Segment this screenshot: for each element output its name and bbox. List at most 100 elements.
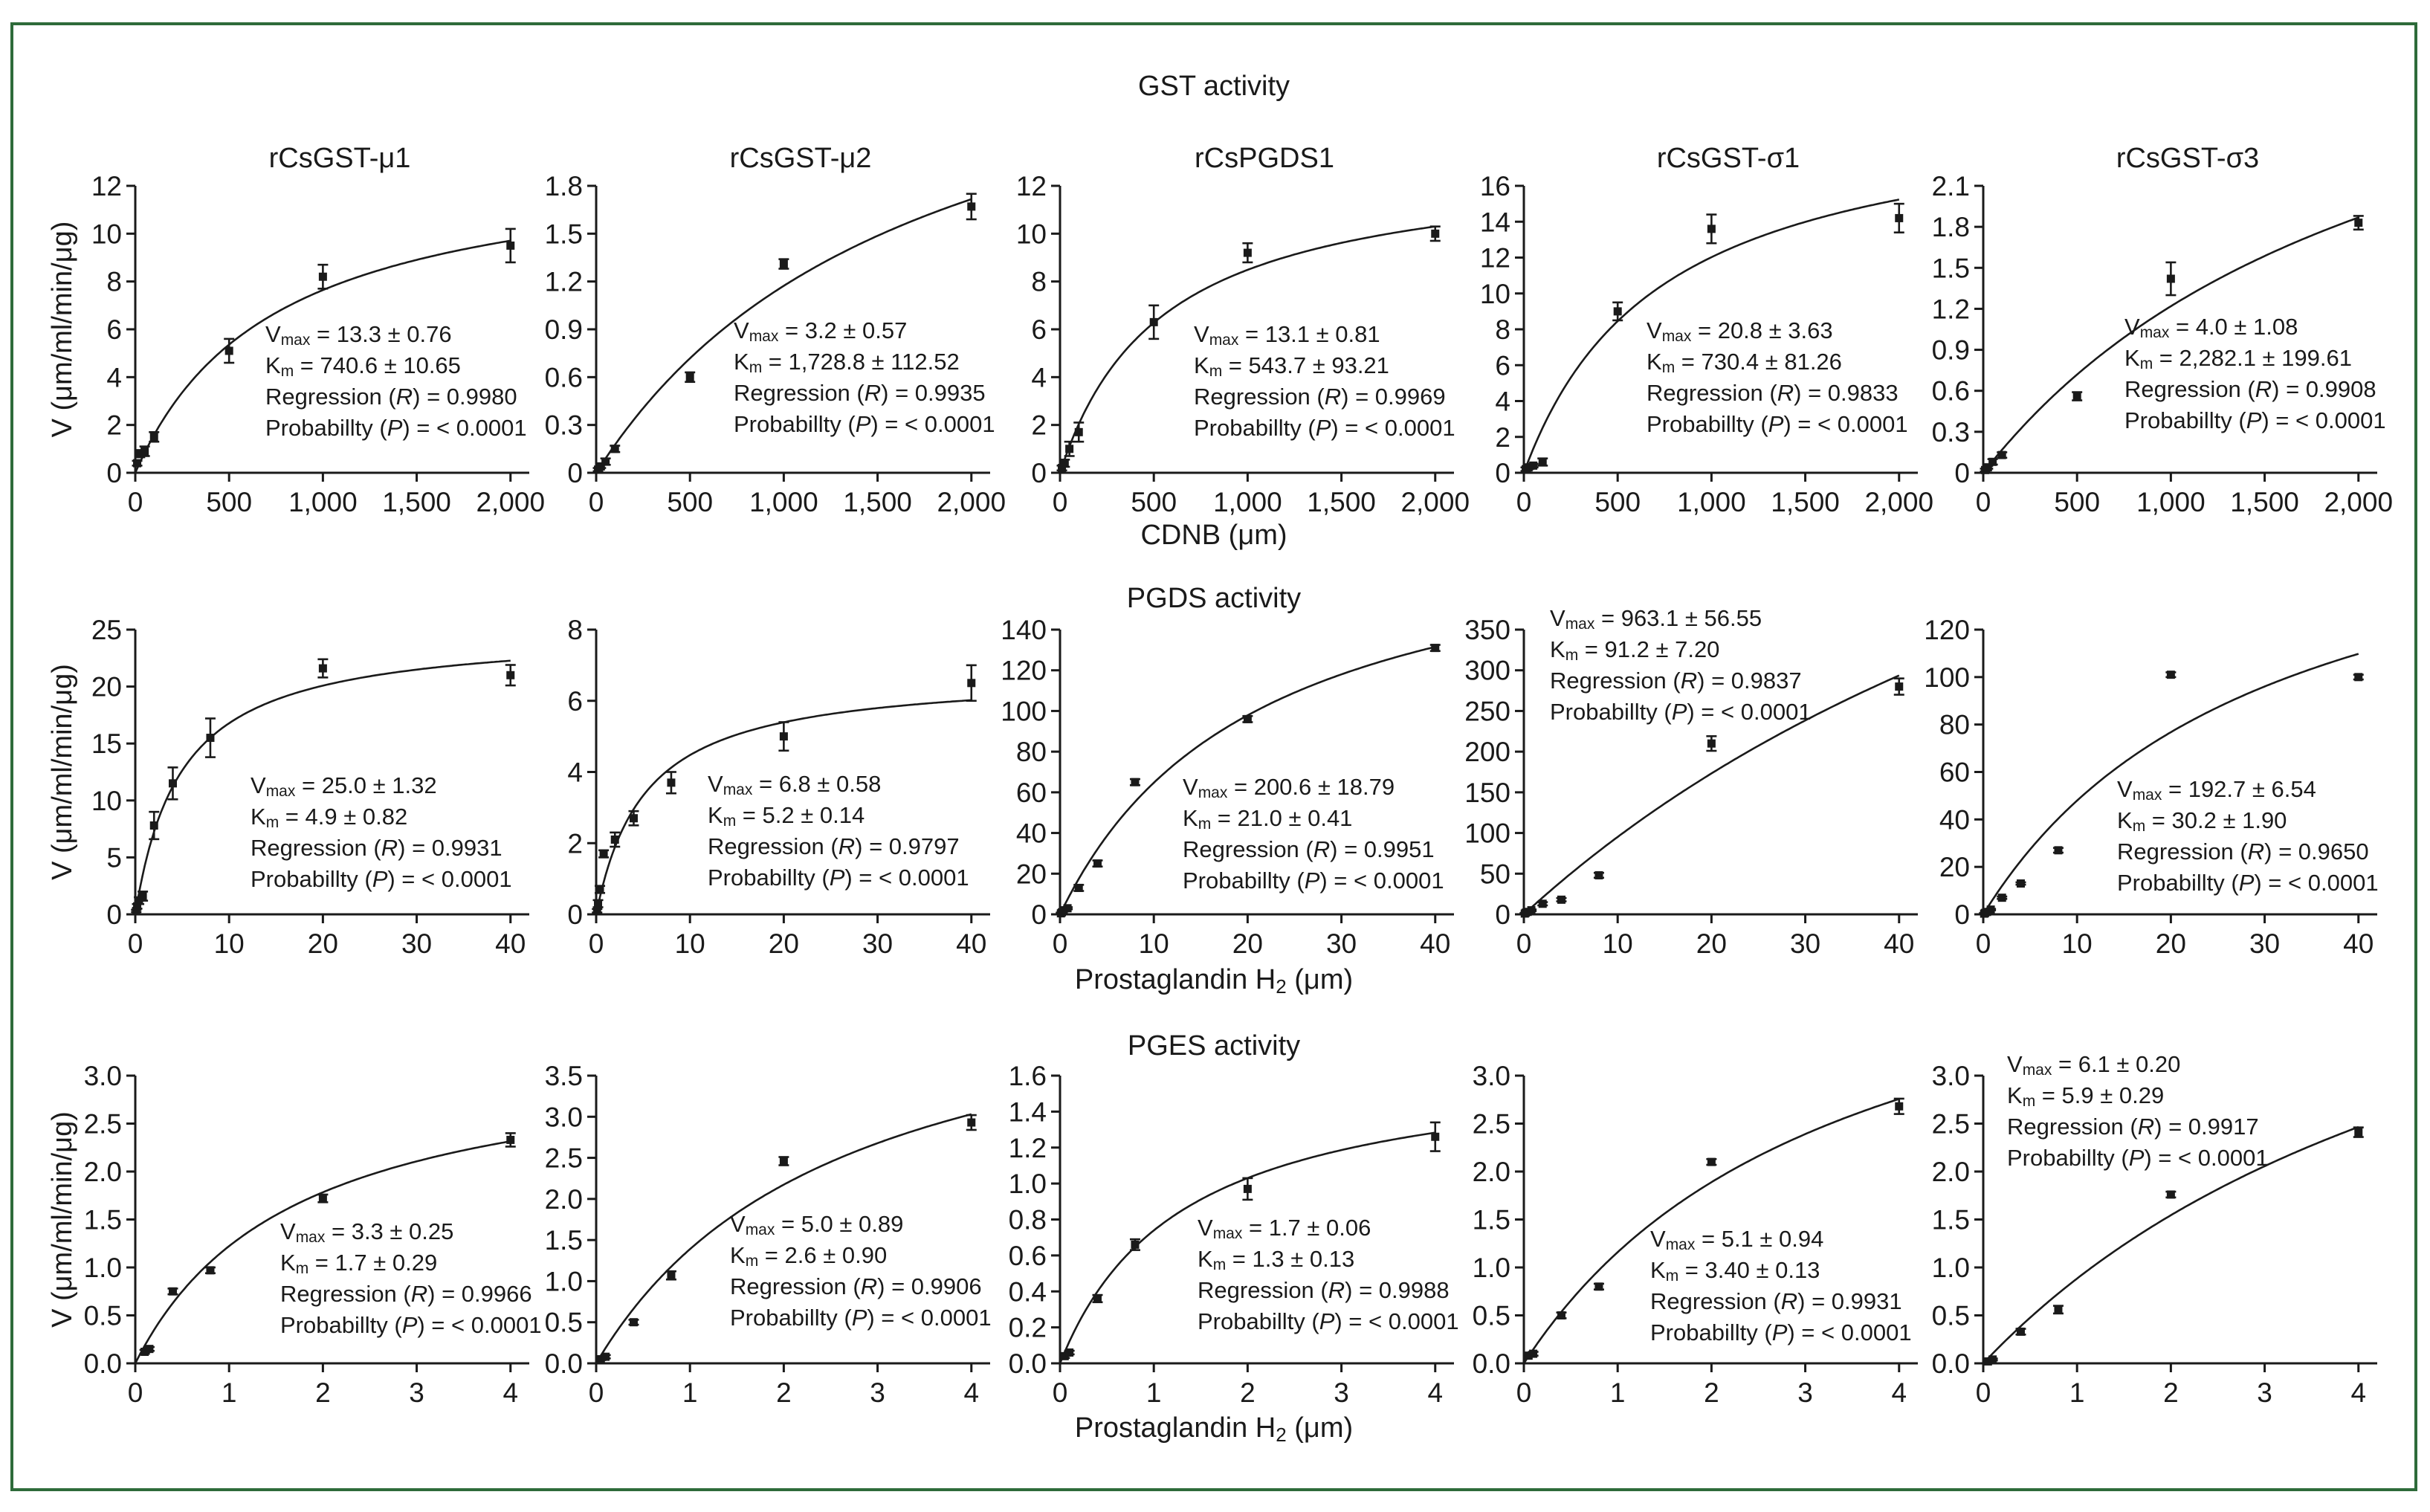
data-point (2016, 1327, 2025, 1336)
y-tick-label: 2 (106, 410, 122, 441)
data-point (2016, 879, 2025, 888)
vmax-label: Vmax = 6.1 ± 0.20 (2007, 1051, 2180, 1079)
x-tick-label: 20 (1696, 928, 1727, 959)
x-tick-label: 30 (401, 928, 432, 959)
km-label: Km = 543.7 ± 93.21 (1194, 352, 1389, 380)
y-tick-label: 2 (1031, 410, 1047, 441)
y-tick-label: 2 (1495, 422, 1510, 453)
y-tick-label: 0 (1954, 458, 1970, 488)
x-tick-label: 40 (1420, 928, 1450, 959)
data-point (595, 885, 604, 894)
x-tick-label: 4 (1891, 1377, 1907, 1408)
x-tick-label: 2 (1704, 1377, 1719, 1408)
x-tick-label: 10 (214, 928, 245, 959)
probability-label: Probabillty (P) = < 0.0001 (280, 1312, 542, 1338)
data-point (133, 459, 142, 468)
y-tick-label: 1.0 (1009, 1169, 1047, 1199)
y-tick-label: 0 (1031, 458, 1047, 488)
y-tick-label: 1.0 (84, 1253, 122, 1283)
y-tick-label: 0 (106, 899, 122, 930)
regression-label: Regression (R) = 0.9650 (2117, 839, 2369, 865)
regression-label: Regression (R) = 0.9969 (1194, 384, 1446, 410)
x-tick-label: 0 (589, 928, 604, 959)
probability-label: Probabillty (P) = < 0.0001 (1194, 415, 1455, 441)
km-label: Km = 1.3 ± 0.13 (1198, 1246, 1354, 1273)
y-tick-label: 4 (1495, 387, 1510, 417)
data-point (629, 814, 638, 823)
y-tick-label: 1.0 (545, 1266, 583, 1296)
y-tick-label: 12 (1016, 171, 1047, 201)
data-point (1707, 224, 1716, 233)
data-point (667, 778, 676, 787)
panel-2-0: 0.0 0.5 1.0 1.5 2.0 2.5 3.0 0 1 2 3 4 Vmax = 3.3 ± 0… (84, 1061, 542, 1408)
y-tick-label: 1.8 (1932, 212, 1970, 242)
regression-label: Regression (R) = 0.9906 (730, 1273, 982, 1299)
data-point (967, 1118, 976, 1127)
data-point (610, 445, 619, 453)
x-tick-label: 1 (682, 1377, 698, 1408)
x-tick-label: 2,000 (1864, 487, 1933, 517)
fit-curve (1522, 1098, 1900, 1364)
x-tick-label: 0 (128, 487, 143, 517)
data-point (2354, 673, 2363, 682)
vmax-label: Vmax = 4.0 ± 1.08 (2124, 314, 2298, 341)
data-point (2166, 274, 2175, 283)
y-tick-label: 6 (1495, 350, 1510, 381)
x-tick-label: 0 (128, 1377, 143, 1408)
panel-title: rCsPGDS1 (1195, 143, 1334, 174)
y-tick-label: 0.0 (1473, 1348, 1510, 1379)
x-tick-label: 10 (1139, 928, 1169, 959)
x-tick-label: 0 (1516, 928, 1532, 959)
panel-1-4: 0 20 40 60 80 100 120 0 10 20 30 40 Vmax = 192.7 ± 6… (1924, 615, 2378, 959)
regression-label: Regression (R) = 0.9980 (265, 384, 517, 410)
data-point (1895, 682, 1904, 691)
x-tick-label: 2 (776, 1377, 792, 1408)
x-tick-label: 500 (667, 487, 713, 517)
y-tick-label: 120 (1001, 656, 1047, 686)
y-tick-label: 200 (1464, 737, 1510, 767)
data-point (629, 1318, 638, 1327)
x-tick-label: 40 (1884, 928, 1914, 959)
y-tick-label: 0 (1031, 899, 1047, 930)
y-tick-label: 1.8 (545, 171, 583, 201)
y-tick-label: 2.0 (545, 1184, 583, 1215)
y-tick-label: 20 (91, 672, 122, 702)
regression-label: Regression (R) = 0.9837 (1550, 668, 1802, 694)
y-tick-label: 120 (1924, 615, 1970, 645)
panel-2-3: 0.0 0.5 1.0 1.5 2.0 2.5 3.0 0 1 2 3 4 Vmax = 5.1 ± 0… (1473, 1061, 1918, 1408)
x-tick-label: 0 (1053, 1377, 1068, 1408)
data-point (599, 850, 608, 859)
y-tick-label: 0.0 (84, 1348, 122, 1379)
x-tick-label: 1,500 (2230, 487, 2299, 517)
km-label: Km = 740.6 ± 10.65 (265, 352, 461, 380)
x-tick-label: 500 (1131, 487, 1177, 517)
y-tick-label: 0 (1495, 899, 1510, 930)
y-tick-label: 50 (1480, 859, 1510, 889)
data-point (140, 447, 149, 456)
data-point (1557, 1311, 1565, 1319)
regression-label: Regression (R) = 0.9966 (280, 1281, 532, 1307)
data-point (2072, 392, 2081, 401)
data-point (132, 906, 140, 915)
probability-label: Probabillty (P) = < 0.0001 (265, 415, 527, 441)
x-tick-label: 0 (1053, 487, 1068, 517)
row-title-0: GST activity (1138, 71, 1290, 102)
y-axis-label-1: V (μm/ml/min/μg) (47, 664, 78, 880)
data-point (149, 433, 158, 442)
x-tick-label: 4 (1427, 1377, 1443, 1408)
y-tick-label: 4 (1031, 362, 1047, 392)
data-point (1529, 1349, 1538, 1358)
panel-0-4: rCsGST-σ3 0 0.3 0.6 0.9 1.2 1.5 1.8 2.1 0 500 1,000… (1932, 143, 2393, 517)
data-point (506, 671, 515, 679)
data-point (224, 346, 233, 355)
x-tick-label: 2 (1240, 1377, 1256, 1408)
data-point (2354, 219, 2363, 227)
km-label: Km = 730.4 ± 81.26 (1647, 349, 1842, 376)
probability-label: Probabillty (P) = < 0.0001 (251, 866, 512, 892)
probability-label: Probabillty (P) = < 0.0001 (2007, 1145, 2269, 1171)
x-tick-label: 1,500 (382, 487, 451, 517)
y-tick-label: 2.0 (84, 1157, 122, 1187)
y-tick-label: 80 (1939, 710, 1970, 740)
fit-curve (134, 1140, 511, 1364)
km-label: Km = 1.7 ± 0.29 (280, 1250, 437, 1277)
